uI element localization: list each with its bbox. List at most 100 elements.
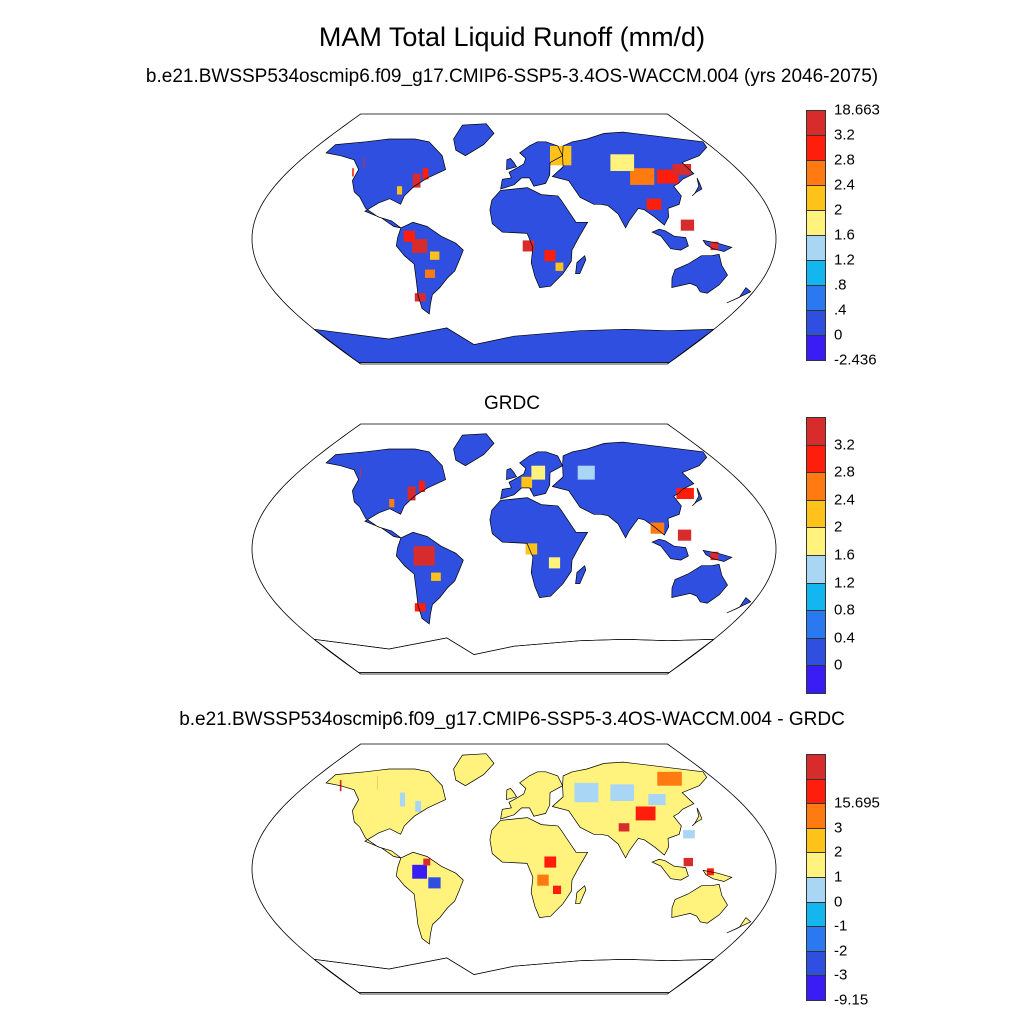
coastline xyxy=(506,467,518,481)
panel-2-colorbar: 0 0.4 0.8 1.2 1.6 2 2.4 2.8 3.2 xyxy=(806,417,855,694)
runoff-cell xyxy=(710,241,719,251)
continent-namerica xyxy=(326,769,446,858)
colorbar-label: 2 xyxy=(834,843,843,861)
coastline xyxy=(691,487,703,507)
colorbar-box xyxy=(806,582,826,612)
coastline xyxy=(506,157,518,171)
colorbar-label: 2 xyxy=(834,201,843,219)
panel-1-colorbar: -2.436 0 .4 .8 1.2 1.6 2 2.4 2.8 3.2 18.663 xyxy=(806,102,880,369)
runoff-cell xyxy=(544,856,557,868)
coastline xyxy=(489,817,589,918)
coastline xyxy=(702,869,733,882)
coastline xyxy=(506,787,518,801)
continent-seasia xyxy=(652,539,689,561)
continent-australia xyxy=(671,564,728,604)
runoff-cell xyxy=(418,480,425,492)
colorbar-label: 0 xyxy=(834,656,843,674)
continent-asia xyxy=(552,132,707,228)
coastline xyxy=(312,957,715,993)
continent-samerica xyxy=(396,532,464,624)
coastline xyxy=(453,123,495,157)
coastline xyxy=(726,287,752,304)
runoff-cell xyxy=(521,476,533,488)
colorbar-box xyxy=(806,610,826,639)
coastline xyxy=(500,141,564,190)
colorbar-box xyxy=(806,803,826,829)
colorbar-label: 15.695 xyxy=(834,794,880,812)
runoff-cell xyxy=(550,145,572,166)
coastline xyxy=(489,497,589,598)
runoff-cell xyxy=(431,572,441,581)
coastline xyxy=(651,858,689,881)
runoff-cell xyxy=(680,219,695,231)
runoff-cell xyxy=(630,168,655,185)
colorbar-label: 2.8 xyxy=(834,151,855,169)
colorbar-label: 1.2 xyxy=(834,251,855,269)
colorbar-box xyxy=(806,235,826,261)
coastline xyxy=(395,221,464,315)
colorbar-box xyxy=(806,444,826,474)
colorbar-label: 2.8 xyxy=(834,463,855,481)
continent-uk xyxy=(506,158,517,170)
coastline xyxy=(453,433,495,467)
main-title: MAM Total Liquid Runoff (mm/d) xyxy=(318,22,706,52)
continent-africa xyxy=(489,817,588,918)
runoff-cell xyxy=(610,784,635,801)
continent-europe xyxy=(500,141,563,189)
coastline xyxy=(575,255,587,275)
runoff-cell xyxy=(544,250,556,262)
continent-namerica xyxy=(326,449,446,538)
coastline xyxy=(325,768,447,859)
coastline xyxy=(551,131,708,229)
colorbar-box xyxy=(806,527,826,556)
runoff-cell xyxy=(537,874,549,886)
runoff-cell xyxy=(657,771,682,786)
runoff-cell xyxy=(610,154,635,171)
coastline xyxy=(726,917,752,934)
colorbar-label: 3.2 xyxy=(834,436,855,454)
continent-africa xyxy=(489,497,588,598)
colorbar-label: 18.663 xyxy=(834,101,880,119)
panel-1-subtitle: b.e21.BWSSP534oscmip6.f09_g17.CMIP6-SSP5… xyxy=(145,66,879,87)
colorbar-label: 2.4 xyxy=(834,491,855,509)
continent-antarctica xyxy=(314,327,714,363)
colorbar-label: -9.15 xyxy=(834,991,869,1009)
runoff-cell xyxy=(577,465,595,480)
runoff-cell xyxy=(430,251,440,260)
colorbar-box xyxy=(806,926,826,952)
runoff-cell xyxy=(648,794,666,806)
coastline xyxy=(702,239,733,252)
colorbar-box xyxy=(806,310,826,336)
runoff-cell xyxy=(650,522,665,534)
colorbar-box xyxy=(806,555,826,584)
runoff-cell xyxy=(525,543,538,555)
colorbar-box xyxy=(806,827,826,854)
runoff-cell xyxy=(683,857,693,867)
world-map xyxy=(251,743,777,995)
colorbar-label: 3 xyxy=(834,819,843,837)
coastline xyxy=(575,885,587,905)
colorbar-label: 0.8 xyxy=(834,601,855,619)
panel-3-map xyxy=(248,740,780,998)
colorbar-box xyxy=(806,472,826,501)
coastline xyxy=(453,753,495,787)
runoff-cell xyxy=(522,240,535,252)
runoff-cell xyxy=(399,792,406,807)
coastline xyxy=(651,228,689,251)
colorbar-box xyxy=(806,417,826,446)
runoff-cell xyxy=(412,173,421,188)
panel-3-subtitle: b.e21.BWSSP534oscmip6.f09_g17.CMIP6-SSP5… xyxy=(179,709,845,730)
continent-seasia xyxy=(652,859,689,881)
coastline xyxy=(325,448,447,539)
continent-nz xyxy=(726,597,751,613)
continent-nz xyxy=(726,917,751,933)
runoff-cell xyxy=(414,603,426,612)
colorbar-box xyxy=(806,637,826,667)
continent-australia xyxy=(671,254,728,294)
continent-japan xyxy=(692,487,702,506)
colorbar-label: 1 xyxy=(834,868,843,886)
colorbar-box xyxy=(806,185,826,211)
runoff-cell xyxy=(574,782,599,803)
colorbar-box xyxy=(806,210,826,236)
runoff-cell xyxy=(363,157,365,169)
